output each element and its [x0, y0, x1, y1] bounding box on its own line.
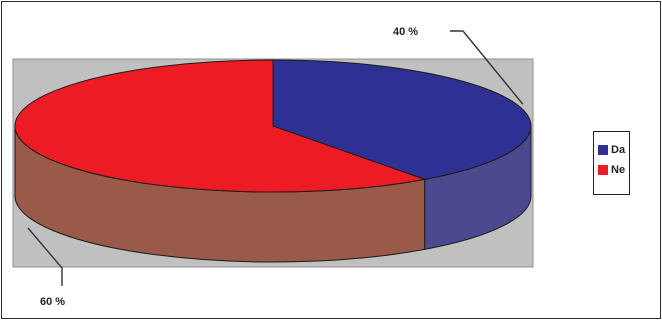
leader-line-da	[450, 30, 524, 105]
legend-item-da: Da	[598, 140, 629, 160]
pie-sides	[14, 125, 532, 263]
data-label-da: 40 %	[393, 26, 418, 38]
leader-line-ne	[27, 227, 63, 286]
legend-label-da: Da	[611, 143, 626, 156]
legend-label-ne: Ne	[611, 163, 626, 176]
legend-item-ne: Ne	[598, 160, 629, 180]
pie-slice-da	[272, 59, 532, 180]
legend: Da Ne	[593, 131, 630, 195]
legend-swatch-ne	[598, 165, 608, 175]
legend-swatch-da	[598, 145, 608, 155]
pie-labels: 40 % 60 %	[40, 26, 418, 308]
pie-leaders	[27, 30, 524, 286]
pie-slice-ne	[14, 59, 427, 193]
pie-tops	[14, 59, 532, 193]
data-label-ne: 60 %	[40, 296, 65, 308]
